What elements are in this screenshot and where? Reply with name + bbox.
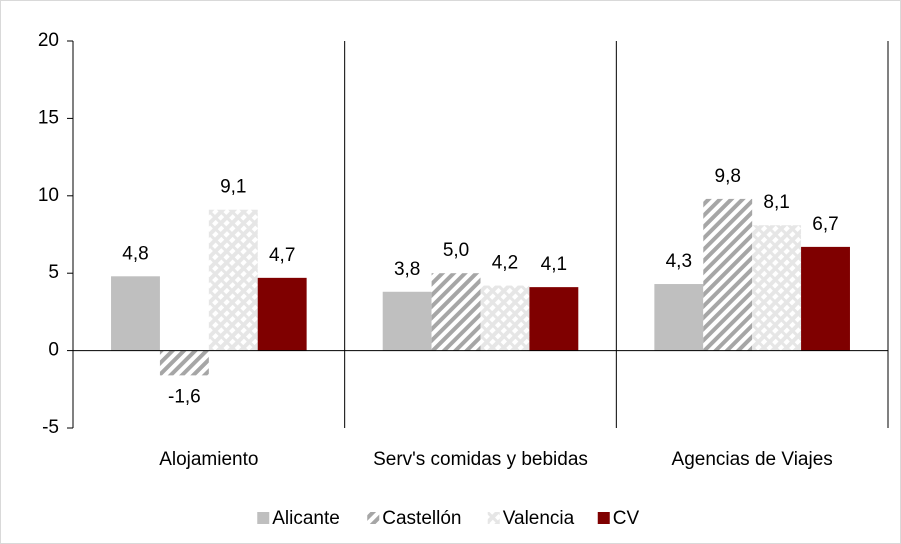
bar	[801, 246, 850, 351]
legend-label: CV	[613, 508, 640, 529]
bar	[703, 198, 753, 351]
x-tick-label: Alojamiento	[159, 449, 259, 470]
legend-swatch	[367, 512, 380, 524]
y-tick-label: 0	[48, 340, 59, 361]
data-label: 4,2	[492, 253, 518, 274]
legend-swatch	[597, 512, 610, 524]
y-tick-label: 5	[48, 262, 59, 283]
x-tick-label: Agencias de Viajes	[671, 449, 833, 470]
bar	[111, 276, 160, 351]
data-label: -1,6	[168, 386, 201, 407]
data-label: 4,1	[541, 254, 567, 275]
bar	[529, 287, 579, 351]
y-tick-label: 15	[38, 107, 59, 128]
data-label: 8,1	[763, 192, 789, 213]
bar	[159, 350, 209, 376]
data-label: 6,7	[812, 214, 838, 235]
bar	[208, 209, 258, 351]
bar	[654, 284, 704, 351]
legend-swatch	[257, 512, 270, 524]
data-label: 4,7	[269, 245, 295, 266]
legend-swatch	[487, 512, 500, 524]
data-label: 9,1	[220, 177, 246, 198]
legend-label: Alicante	[272, 508, 340, 529]
bar	[257, 277, 307, 351]
bar	[752, 225, 802, 351]
data-label: 4,8	[122, 243, 148, 264]
y-tick-label: 20	[38, 30, 59, 51]
bar	[382, 291, 432, 351]
data-label: 4,3	[666, 251, 692, 272]
y-tick-label: -5	[42, 417, 59, 438]
data-label: 5,0	[443, 240, 469, 261]
legend-label: Valencia	[503, 508, 575, 529]
legend-label: Castellón	[382, 508, 461, 529]
data-label: 3,8	[394, 259, 420, 280]
bar	[480, 285, 530, 351]
x-tick-label: Serv's comidas y bebidas	[373, 449, 588, 470]
bar	[431, 273, 481, 351]
y-tick-label: 10	[38, 185, 59, 206]
data-label: 9,8	[715, 166, 741, 187]
